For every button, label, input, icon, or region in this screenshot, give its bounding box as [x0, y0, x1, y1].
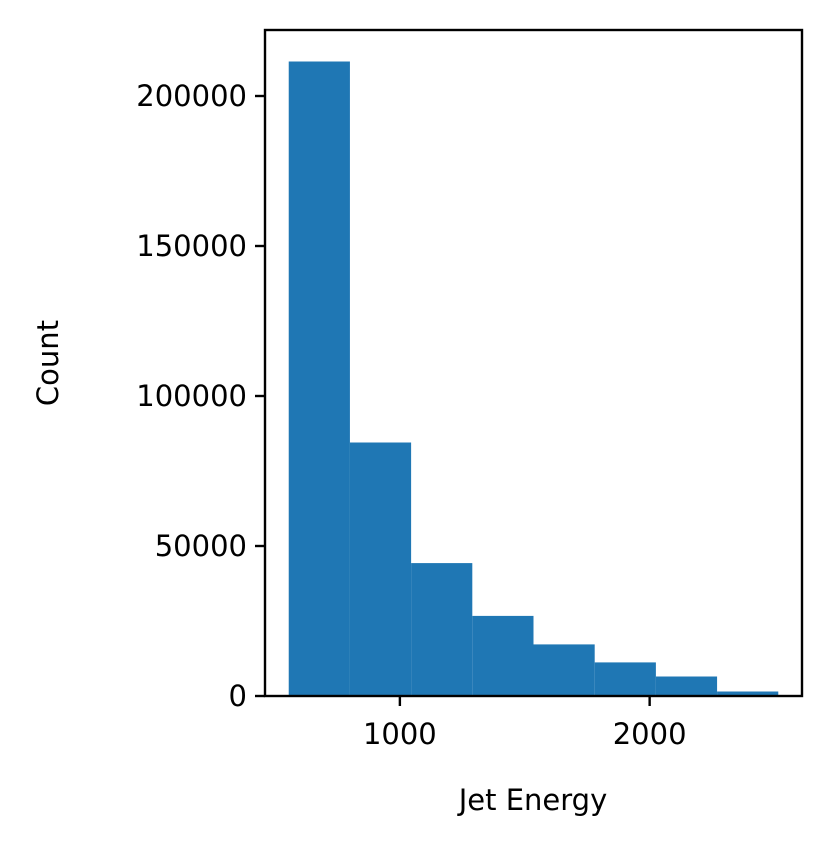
- histogram-bar-8: [717, 691, 779, 696]
- x-axis-label: Jet Energy: [457, 783, 608, 817]
- y-tick-label: 150000: [136, 229, 247, 263]
- bars-layer: [288, 61, 779, 696]
- histogram-bar-7: [655, 676, 718, 696]
- x-tick-label: 1000: [363, 717, 437, 751]
- histogram-bar-2: [349, 442, 412, 696]
- y-axis-label: Count: [31, 320, 65, 406]
- x-axis-ticks: 1000 2000: [363, 696, 687, 751]
- y-tick-label: 50000: [155, 529, 247, 563]
- histogram-bar-4: [472, 615, 534, 696]
- plot-frame: [263, 28, 804, 698]
- histogram-bar-6: [594, 662, 656, 696]
- y-tick-label: 0: [229, 679, 247, 713]
- y-axis-ticks: 0 50000 100000 150000 200000: [136, 79, 265, 713]
- y-tick-label: 100000: [136, 379, 247, 413]
- histogram-bar-5: [533, 644, 595, 696]
- y-tick-label: 200000: [136, 79, 247, 113]
- histogram-bar-1: [288, 61, 350, 696]
- x-tick-label: 2000: [613, 717, 687, 751]
- histogram-bar-3: [411, 563, 473, 696]
